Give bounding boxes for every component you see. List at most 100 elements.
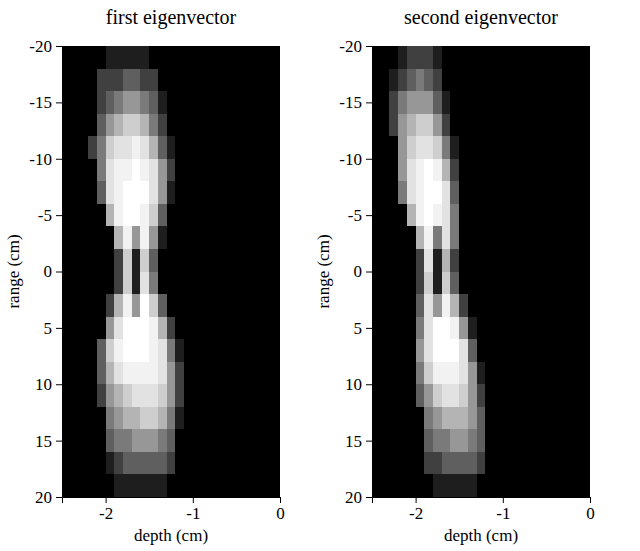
cell [140,272,149,295]
cell [132,114,141,137]
cell [573,249,582,272]
cell [106,452,115,475]
cell [263,272,272,295]
cell [389,294,398,317]
cell [381,407,390,430]
cell [529,362,538,385]
cell [416,204,425,227]
cell [503,181,512,204]
cell [520,317,529,340]
cell [245,407,254,430]
cell [424,317,433,340]
y-axis-title: range (cm) [314,234,333,308]
cell [450,474,459,497]
cell [398,249,407,272]
cell [477,226,486,249]
cell [433,339,442,362]
cell [416,384,425,407]
tick-mark [366,441,372,442]
tick-label: 5 [44,319,53,338]
tick-label: 20 [345,488,362,507]
cell [175,46,184,69]
cell [424,294,433,317]
cell [555,69,564,92]
cell [433,159,442,182]
cell [503,159,512,182]
tick-mark [366,159,372,160]
cell [581,249,590,272]
cell [210,452,219,475]
cell [477,339,486,362]
cell [442,181,451,204]
cell [263,181,272,204]
cell [477,474,486,497]
cell [372,272,381,295]
tick-mark [366,102,372,103]
cell [450,384,459,407]
cell [149,69,158,92]
cell [149,474,158,497]
cell [114,407,123,430]
cell [477,452,486,475]
cell [503,249,512,272]
cell [573,69,582,92]
cell [503,429,512,452]
cell [450,429,459,452]
cell [450,204,459,227]
cell [416,407,425,430]
cell [564,114,573,137]
cell [546,159,555,182]
cell [228,362,237,385]
cell [254,384,263,407]
cell [442,384,451,407]
cell [149,339,158,362]
cell [184,362,193,385]
cell [520,384,529,407]
y-axis: -20-15-10-505101520 [339,37,372,507]
cell [210,294,219,317]
cell [97,204,106,227]
cell [228,272,237,295]
cell [485,474,494,497]
cell [114,294,123,317]
cell [114,181,123,204]
cell [158,384,167,407]
cell [219,362,228,385]
cell [477,407,486,430]
cell [520,136,529,159]
cell [97,69,106,92]
cell [175,159,184,182]
cell [433,46,442,69]
tick: -2 [409,497,423,523]
cell [564,181,573,204]
cell [149,294,158,317]
cell [494,474,503,497]
cell [494,294,503,317]
cell [529,272,538,295]
cell [389,46,398,69]
cell [398,294,407,317]
cell [520,272,529,295]
cell [450,294,459,317]
cell [228,294,237,317]
cell [245,474,254,497]
cell [564,362,573,385]
cell [581,429,590,452]
cell [167,474,176,497]
cell [228,407,237,430]
cell [132,407,141,430]
cell [512,136,521,159]
cell [407,407,416,430]
cell [97,136,106,159]
cell [184,272,193,295]
cell [512,249,521,272]
cell [555,339,564,362]
cell [79,114,88,137]
cell [442,317,451,340]
cell [71,114,80,137]
cell [538,226,547,249]
cell [236,317,245,340]
cell [372,407,381,430]
cell [97,294,106,317]
cell [236,249,245,272]
